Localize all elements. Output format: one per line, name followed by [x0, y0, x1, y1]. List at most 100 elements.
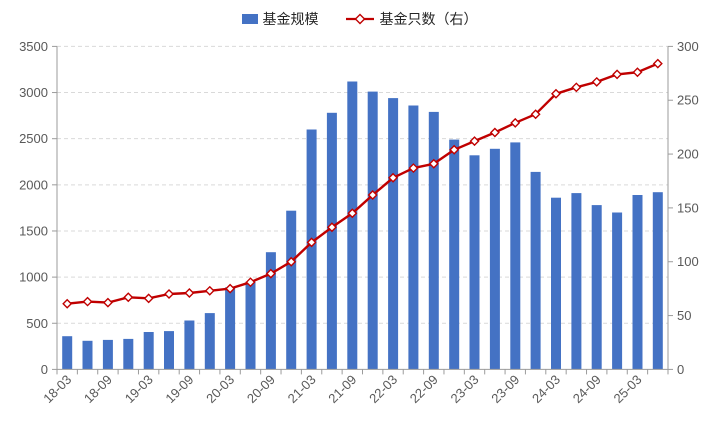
bar-18-06	[82, 340, 93, 370]
line-marker-24-06	[571, 82, 582, 93]
bar-24-03	[551, 197, 561, 370]
line-marker-18-12	[123, 292, 134, 303]
axes	[52, 45, 673, 375]
bar-19-12	[204, 313, 215, 370]
line-marker-23-03	[469, 136, 480, 147]
line-marker-18-09	[102, 297, 113, 308]
bar-19-06	[164, 331, 174, 370]
bar-21-12	[367, 91, 378, 370]
legend-line-label: 基金只数（右）	[379, 11, 478, 27]
x-axis-tick-label: 23-09	[488, 372, 522, 406]
bar-20-12	[286, 210, 297, 370]
right-axis-labels: 0 50 100 150 200 250 300	[677, 39, 699, 377]
line-series	[62, 58, 663, 309]
chart-legend: 基金规模 基金只数（右）	[0, 8, 719, 30]
bar-22-03	[388, 98, 399, 370]
x-axis-tick-label: 21-09	[325, 372, 359, 406]
bar-18-03	[62, 336, 73, 370]
line-marker-23-12	[530, 109, 541, 120]
bar-19-09	[184, 320, 195, 370]
left-axis-labels: 0 500 1000 1500 2000 2500 3000 3500	[19, 39, 48, 377]
bar-23-06	[489, 148, 500, 370]
right-axis-tick-label: 300	[677, 39, 699, 54]
right-axis-tick-label: 50	[677, 308, 691, 323]
line-marker-20-12	[286, 256, 297, 267]
x-axis-tick-label: 21-03	[285, 372, 319, 406]
line-marker-19-03	[143, 293, 154, 304]
x-axis-labels: 18-03 18-09 19-03 19-09 20-03 20-09 21-03 21-09…	[40, 372, 644, 406]
bar-21-03	[306, 129, 317, 370]
right-axis-tick-label: 250	[677, 93, 699, 108]
x-axis-tick-label: 22-03	[366, 372, 400, 406]
line-marker-22-06	[408, 163, 419, 174]
line-marker-22-09	[428, 158, 439, 169]
gridlines	[57, 45, 668, 324]
line-marker-21-03	[306, 237, 317, 248]
bar-22-06	[408, 105, 419, 370]
line-marker-18-03	[62, 298, 73, 309]
legend-item-fund-scale[interactable]: 基金规模	[241, 11, 319, 27]
x-axis-tick-label: 24-09	[570, 372, 604, 406]
line-marker-20-06	[245, 277, 256, 288]
x-axis-tick-label: 20-03	[203, 372, 237, 406]
bar-24-06	[571, 193, 582, 370]
right-axis-tick-label: 100	[677, 254, 699, 269]
bar-21-06	[326, 112, 337, 370]
line-marker-24-03	[550, 88, 561, 99]
bar-20-09	[265, 252, 276, 370]
x-axis-tick-label: 18-09	[81, 372, 115, 406]
right-axis-tick-label: 150	[677, 200, 699, 215]
line-marker-24-09	[591, 76, 602, 87]
left-axis-tick-label: 1500	[19, 223, 48, 238]
left-axis-tick-label: 1000	[19, 270, 48, 285]
line-marker-21-06	[326, 222, 337, 233]
line-marker-25-06	[652, 58, 663, 69]
bar-19-03	[143, 332, 154, 370]
line-marker-25-03	[632, 67, 643, 78]
line-marker-21-12	[367, 189, 378, 200]
legend-bar-label: 基金规模	[262, 11, 319, 27]
legend-bar-swatch-icon	[241, 14, 258, 24]
bar-18-12	[123, 338, 134, 370]
legend-item-fund-count[interactable]: 基金只数（右）	[345, 12, 478, 26]
x-axis-tick-label: 19-09	[162, 372, 196, 406]
bar-series	[62, 81, 663, 370]
legend-line-diamond-icon	[345, 13, 374, 25]
x-axis-tick-label: 23-03	[448, 372, 482, 406]
x-axis-tick-label: 22-09	[407, 372, 441, 406]
left-axis-tick-label: 0	[41, 362, 48, 377]
bar-23-09	[510, 142, 521, 370]
line-marker-19-06	[164, 289, 175, 300]
bar-23-12	[530, 171, 541, 370]
line-marker-23-06	[489, 127, 500, 138]
left-axis-tick-label: 3500	[19, 39, 48, 54]
left-axis-tick-label: 2000	[19, 177, 48, 192]
right-axis-tick-label: 200	[677, 147, 699, 162]
line-marker-20-03	[225, 283, 236, 294]
x-axis-tick-label: 19-03	[122, 372, 156, 406]
line-marker-24-12	[612, 69, 623, 80]
x-axis-tick-label: 24-03	[529, 372, 563, 406]
left-axis-tick-label: 3000	[19, 85, 48, 100]
bar-22-09	[428, 111, 439, 370]
left-axis-tick-label: 500	[26, 316, 48, 331]
line-marker-22-12	[449, 144, 460, 155]
x-axis-tick-label: 20-09	[244, 372, 278, 406]
right-axis-tick-label: 0	[677, 362, 684, 377]
line-marker-18-06	[82, 296, 93, 307]
line-marker-21-09	[347, 208, 358, 219]
bar-18-09	[102, 339, 113, 370]
x-axis-tick-label: 25-03	[611, 372, 645, 406]
bar-24-12	[612, 212, 623, 370]
bar-25-03	[632, 195, 643, 370]
line-marker-23-09	[510, 117, 521, 128]
left-axis-tick-label: 2500	[19, 131, 48, 146]
bar-20-06	[245, 281, 256, 370]
bar-24-09	[591, 205, 602, 370]
bar-22-12	[449, 139, 460, 370]
bar-23-03	[469, 155, 480, 370]
bar-25-06	[652, 192, 663, 370]
x-axis-tick-label: 18-03	[40, 372, 74, 406]
line-marker-19-12	[204, 285, 215, 296]
